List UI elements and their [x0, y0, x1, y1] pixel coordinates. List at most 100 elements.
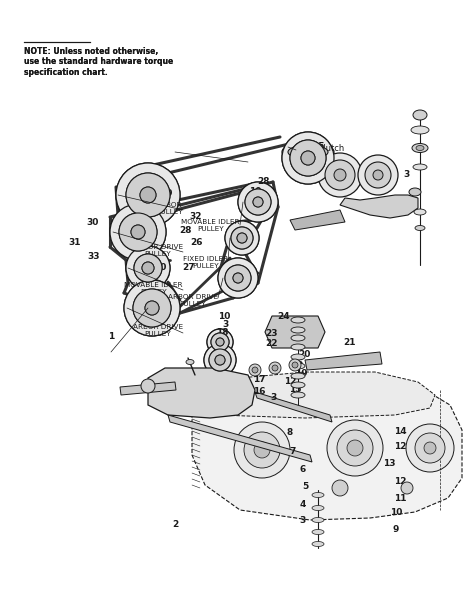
- Text: 8: 8: [287, 429, 293, 437]
- Circle shape: [142, 262, 154, 274]
- Text: 31: 31: [69, 238, 81, 247]
- Circle shape: [215, 355, 225, 365]
- Ellipse shape: [291, 392, 305, 398]
- Circle shape: [124, 280, 180, 336]
- Polygon shape: [265, 316, 325, 348]
- Circle shape: [292, 362, 298, 368]
- Circle shape: [332, 480, 348, 496]
- Circle shape: [252, 367, 258, 373]
- Circle shape: [216, 338, 224, 346]
- Text: 19: 19: [295, 369, 307, 378]
- Circle shape: [282, 132, 334, 184]
- Circle shape: [301, 151, 315, 165]
- Polygon shape: [192, 378, 462, 520]
- Circle shape: [318, 153, 362, 197]
- Ellipse shape: [186, 360, 194, 365]
- Text: 10: 10: [154, 263, 166, 271]
- Circle shape: [233, 273, 243, 283]
- Ellipse shape: [291, 382, 305, 388]
- Polygon shape: [305, 352, 382, 370]
- Ellipse shape: [409, 188, 421, 196]
- Circle shape: [116, 163, 180, 227]
- Text: 29: 29: [161, 189, 173, 198]
- Circle shape: [126, 173, 170, 217]
- Circle shape: [134, 254, 162, 282]
- Circle shape: [233, 273, 243, 283]
- Ellipse shape: [312, 542, 324, 546]
- Text: 11: 11: [394, 494, 407, 503]
- Text: 15: 15: [289, 386, 301, 394]
- Text: 14: 14: [394, 427, 407, 435]
- Ellipse shape: [412, 144, 428, 152]
- Polygon shape: [148, 368, 255, 418]
- Text: 30: 30: [86, 218, 99, 227]
- Circle shape: [290, 140, 326, 176]
- Text: 5: 5: [296, 359, 303, 368]
- Circle shape: [225, 221, 259, 255]
- Circle shape: [209, 349, 231, 371]
- Circle shape: [204, 344, 236, 376]
- Circle shape: [145, 301, 159, 315]
- Ellipse shape: [312, 518, 324, 523]
- Circle shape: [126, 246, 170, 290]
- Circle shape: [245, 189, 271, 215]
- Circle shape: [126, 173, 170, 217]
- Circle shape: [238, 182, 278, 222]
- Text: 3: 3: [403, 171, 410, 179]
- Circle shape: [133, 289, 171, 327]
- Circle shape: [133, 289, 171, 327]
- Text: 3: 3: [299, 516, 306, 524]
- Circle shape: [254, 442, 270, 458]
- Polygon shape: [290, 210, 345, 230]
- Text: FIXED IDLER
PULLEY: FIXED IDLER PULLEY: [183, 255, 228, 268]
- Circle shape: [207, 329, 233, 355]
- Circle shape: [218, 258, 258, 298]
- Circle shape: [231, 227, 253, 249]
- Text: 6: 6: [299, 465, 306, 474]
- Ellipse shape: [291, 335, 305, 341]
- Polygon shape: [340, 195, 418, 218]
- Circle shape: [216, 338, 224, 346]
- Ellipse shape: [291, 317, 305, 323]
- Ellipse shape: [413, 164, 427, 170]
- Polygon shape: [255, 392, 332, 422]
- Circle shape: [289, 359, 301, 371]
- Text: ARBOR DRIVE
PULLEY: ARBOR DRIVE PULLEY: [168, 293, 218, 306]
- Circle shape: [225, 265, 251, 291]
- Circle shape: [119, 213, 157, 251]
- Polygon shape: [205, 372, 435, 418]
- Circle shape: [110, 204, 166, 260]
- Text: MOVABLE IDLER
PULLEY: MOVABLE IDLER PULLEY: [125, 281, 183, 295]
- Text: 2: 2: [172, 521, 179, 529]
- Text: 33: 33: [88, 252, 100, 261]
- Circle shape: [215, 355, 225, 365]
- Circle shape: [116, 163, 180, 227]
- Ellipse shape: [312, 529, 324, 535]
- Circle shape: [401, 482, 413, 494]
- Circle shape: [140, 187, 156, 203]
- Circle shape: [204, 344, 236, 376]
- Text: 3: 3: [222, 320, 228, 328]
- Circle shape: [253, 197, 263, 207]
- Circle shape: [218, 258, 258, 298]
- Ellipse shape: [312, 492, 324, 497]
- Text: 25: 25: [312, 142, 325, 150]
- Text: 13: 13: [383, 459, 396, 468]
- Circle shape: [347, 440, 363, 456]
- Circle shape: [249, 364, 261, 376]
- Circle shape: [131, 225, 145, 239]
- Circle shape: [237, 233, 247, 243]
- Text: 9: 9: [392, 525, 399, 534]
- Circle shape: [211, 333, 229, 351]
- Circle shape: [225, 265, 251, 291]
- Ellipse shape: [415, 225, 425, 230]
- Text: 28: 28: [180, 226, 192, 235]
- Circle shape: [245, 189, 271, 215]
- Text: ARBOR DRIVE
PULLEY: ARBOR DRIVE PULLEY: [133, 324, 183, 336]
- Polygon shape: [168, 415, 312, 462]
- Ellipse shape: [282, 142, 334, 162]
- Text: 26: 26: [191, 238, 203, 247]
- Text: 5: 5: [302, 482, 309, 491]
- Ellipse shape: [291, 327, 305, 333]
- Text: 4: 4: [299, 500, 306, 509]
